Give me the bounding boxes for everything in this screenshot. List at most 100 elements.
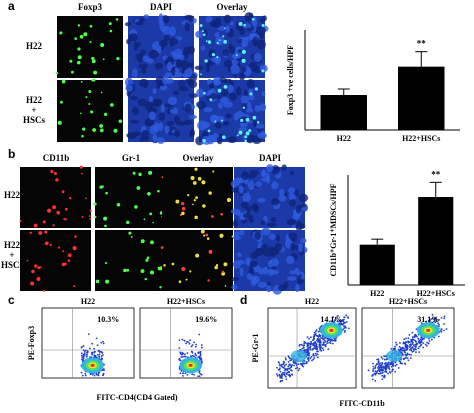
- micrograph: [230, 164, 309, 232]
- event: [100, 357, 103, 360]
- event: [402, 342, 405, 345]
- cell-signal: [203, 234, 206, 237]
- event: [198, 333, 201, 336]
- cell-signal: [194, 167, 198, 171]
- event: [190, 355, 192, 358]
- event: [180, 356, 183, 359]
- event: [404, 362, 406, 365]
- nucleus: [213, 79, 221, 87]
- event: [405, 348, 408, 350]
- nucleus: [144, 118, 155, 127]
- event: [178, 339, 181, 342]
- nucleus: [189, 128, 195, 138]
- cell-signal: [181, 266, 186, 271]
- event: [412, 336, 414, 338]
- event: [315, 343, 318, 346]
- event: [382, 365, 384, 368]
- nucleus: [140, 17, 146, 22]
- nucleus: [278, 284, 287, 292]
- cell-signal: [143, 218, 146, 221]
- event: [343, 316, 346, 318]
- event: [411, 343, 414, 345]
- nucleus: [286, 255, 295, 265]
- nucleus: [188, 80, 198, 89]
- event: [81, 358, 83, 361]
- nucleus: [246, 78, 255, 89]
- cell-signal: [226, 197, 232, 203]
- event: [295, 362, 298, 365]
- cell-signal: [214, 265, 218, 270]
- nucleus: [300, 275, 306, 280]
- event: [302, 346, 305, 349]
- event: [418, 339, 421, 342]
- event: [334, 319, 337, 321]
- event: [421, 338, 424, 341]
- event: [296, 366, 299, 369]
- nucleus: [170, 67, 176, 74]
- event: [289, 375, 291, 378]
- event: [276, 374, 279, 377]
- event: [315, 354, 318, 357]
- event: [316, 348, 318, 351]
- event: [91, 342, 94, 345]
- event: [377, 372, 380, 375]
- cell-signal: [244, 135, 248, 139]
- nucleus: [141, 67, 147, 74]
- event: [440, 328, 443, 331]
- event: [91, 353, 93, 356]
- event: [82, 345, 85, 347]
- event: [190, 350, 193, 353]
- event: [285, 363, 287, 366]
- percent: 31.1%: [417, 315, 439, 324]
- nucleus: [261, 243, 268, 251]
- event: [318, 327, 321, 330]
- nucleus: [188, 93, 198, 99]
- event: [303, 349, 306, 351]
- event: [200, 373, 203, 376]
- event: [310, 356, 313, 358]
- y-axis-label: PE-Gr-1: [251, 333, 260, 362]
- nucleus: [201, 121, 211, 129]
- event: [290, 369, 292, 371]
- event: [408, 334, 411, 336]
- cell-signal: [163, 264, 166, 267]
- event: [318, 346, 321, 349]
- event: [294, 361, 297, 364]
- event: [372, 373, 375, 376]
- event: [95, 337, 98, 340]
- event: [326, 337, 329, 340]
- event: [320, 346, 322, 349]
- nucleus: [233, 112, 239, 121]
- event: [412, 350, 415, 353]
- nucleus: [228, 43, 233, 52]
- event: [415, 328, 418, 331]
- micrograph: [57, 78, 123, 142]
- event: [98, 351, 101, 353]
- cell-signal: [206, 237, 210, 240]
- density: [329, 328, 334, 332]
- event: [371, 378, 374, 381]
- event: [306, 336, 309, 339]
- cell-signal: [187, 194, 190, 197]
- event: [426, 341, 428, 344]
- cell-signal: [201, 30, 204, 33]
- cell-signal: [245, 131, 250, 136]
- event: [385, 370, 388, 373]
- nucleus: [261, 91, 266, 96]
- nucleus: [197, 100, 207, 110]
- cell-signal: [254, 87, 258, 91]
- event: [345, 320, 348, 323]
- event: [392, 368, 395, 371]
- event: [437, 335, 440, 338]
- nucleus: [203, 107, 213, 113]
- cell-signal: [126, 268, 130, 272]
- nucleus: [257, 132, 268, 139]
- event: [427, 342, 430, 345]
- significance: **: [417, 39, 427, 49]
- cell-signal: [207, 279, 210, 282]
- cell-signal: [152, 221, 154, 224]
- cell-signal: [200, 229, 205, 234]
- nucleus: [166, 61, 173, 72]
- nucleus: [138, 58, 144, 63]
- cell-signal: [99, 128, 104, 133]
